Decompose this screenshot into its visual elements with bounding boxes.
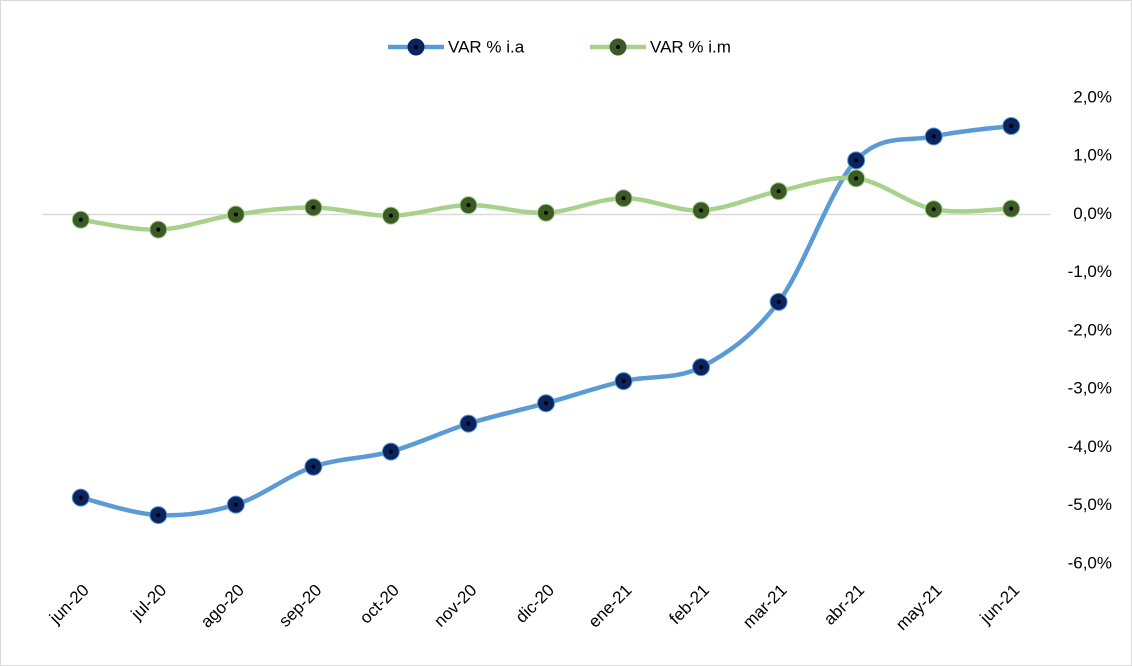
marker-dot: [621, 196, 626, 201]
marker-group: [769, 182, 788, 201]
marker-group: [226, 495, 245, 514]
marker-group: [459, 414, 478, 433]
marker-dot: [544, 210, 548, 215]
marker-group: [149, 220, 168, 239]
marker-group: [304, 457, 323, 476]
marker-dot: [233, 212, 238, 217]
y-tick-label: -1,0%: [1068, 262, 1112, 281]
marker-group: [692, 358, 711, 377]
marker-group: [226, 205, 245, 224]
marker-group: [381, 206, 400, 225]
marker-dot: [1009, 123, 1014, 128]
marker-dot: [776, 189, 781, 194]
marker-dot: [466, 203, 471, 208]
marker-dot: [699, 365, 704, 370]
marker-group: [459, 196, 478, 215]
y-tick-label: -4,0%: [1068, 437, 1112, 456]
marker-dot: [78, 495, 83, 500]
marker-group: [537, 394, 555, 413]
y-tick-label: 0,0%: [1073, 204, 1112, 223]
marker-dot: [699, 208, 704, 213]
marker-group: [692, 201, 711, 220]
marker-dot: [388, 449, 393, 454]
y-tick-label: 2,0%: [1073, 87, 1112, 106]
marker-dot: [854, 176, 859, 181]
marker-dot: [931, 134, 936, 139]
marker-dot: [931, 207, 936, 212]
marker-dot: [311, 464, 316, 469]
marker-group: [149, 506, 168, 525]
marker-dot: [156, 513, 161, 518]
y-tick-label: -2,0%: [1068, 320, 1112, 339]
marker-group: [924, 127, 943, 146]
marker-group: [614, 372, 633, 391]
marker-dot: [466, 421, 471, 426]
marker-dot: [854, 158, 859, 163]
y-tick-label: -5,0%: [1068, 495, 1112, 514]
marker-group: [71, 488, 90, 507]
marker-dot: [78, 217, 83, 222]
marker-group: [1002, 199, 1021, 218]
y-tick-label: 1,0%: [1073, 146, 1112, 165]
marker-dot: [1009, 206, 1014, 211]
marker-dot: [156, 227, 161, 232]
marker-group: [537, 203, 555, 222]
legend-marker-dot: [616, 45, 620, 49]
y-tick-label: -3,0%: [1068, 379, 1112, 398]
marker-group: [847, 151, 866, 170]
marker-dot: [621, 379, 626, 384]
y-tick-label: -6,0%: [1068, 553, 1112, 572]
marker-group: [1002, 116, 1021, 135]
marker-dot: [544, 401, 548, 406]
marker-dot: [233, 502, 238, 507]
marker-dot: [776, 299, 781, 304]
legend-label: VAR % i.a: [448, 37, 525, 56]
marker-group: [769, 292, 788, 311]
marker-group: [614, 189, 633, 208]
marker-group: [71, 210, 90, 229]
marker-dot: [388, 213, 393, 218]
marker-group: [847, 169, 866, 188]
marker-group: [304, 198, 323, 217]
marker-dot: [311, 205, 316, 210]
marker-group: [924, 200, 943, 219]
legend-label: VAR % i.m: [650, 37, 731, 56]
marker-group: [381, 442, 400, 461]
legend-marker-dot: [414, 45, 418, 49]
